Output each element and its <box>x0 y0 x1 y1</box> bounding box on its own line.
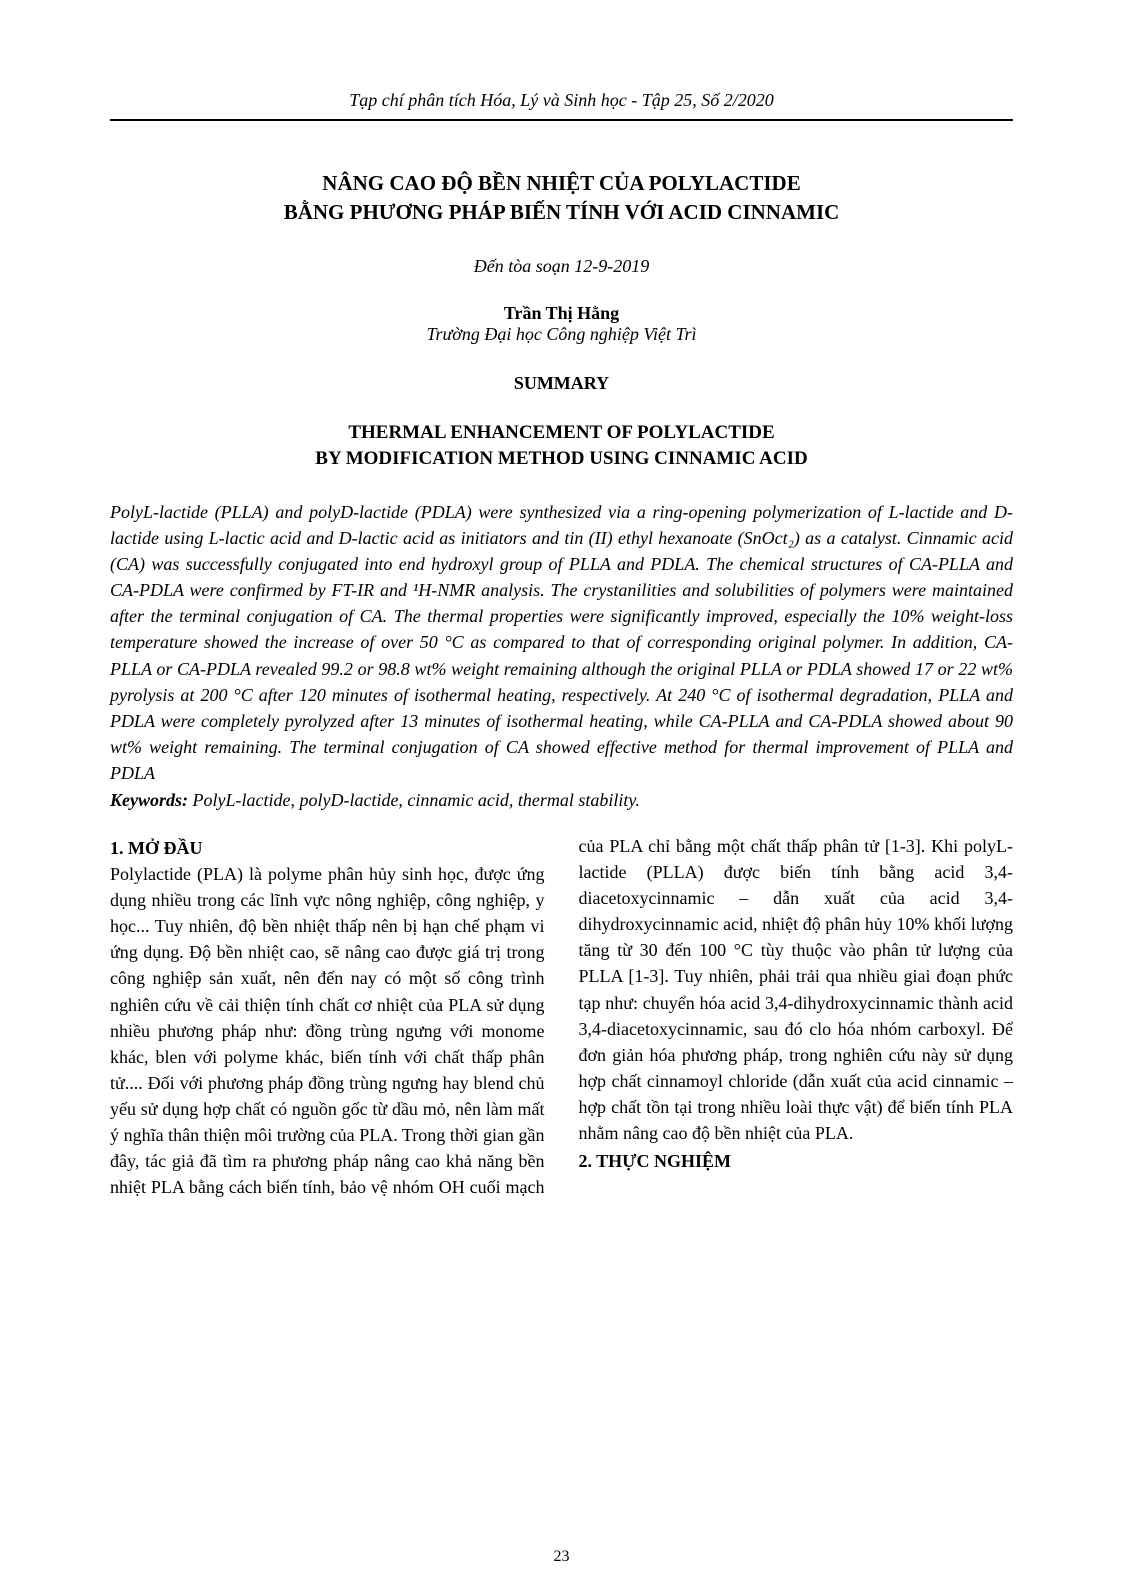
keywords-text: PolyL-lactide, polyD-lactide, cinnamic a… <box>188 790 640 810</box>
page-number: 23 <box>0 1548 1123 1566</box>
abstract-text: PolyL-lactide (PLLA) and polyD-lactide (… <box>110 499 1013 786</box>
section-1-body: Polylactide (PLA) là polyme phân hủy sin… <box>110 836 1013 1197</box>
section-1-heading: 1. MỞ ĐẦU <box>110 835 545 861</box>
author-name: Trần Thị Hằng <box>110 303 1013 324</box>
body-columns: 1. MỞ ĐẦU Polylactide (PLA) là polyme ph… <box>110 833 1013 1200</box>
title-vn-line1: NÂNG CAO ĐỘ BỀN NHIỆT CỦA POLYLACTIDE <box>110 169 1013 198</box>
journal-header: Tạp chí phân tích Hóa, Lý và Sinh học - … <box>110 90 1013 121</box>
received-date: Đến tòa soạn 12-9-2019 <box>110 256 1013 277</box>
title-en-line1: THERMAL ENHANCEMENT OF POLYLACTIDE <box>110 420 1013 447</box>
keywords-label: Keywords: <box>110 790 188 810</box>
keywords-line: Keywords: PolyL-lactide, polyD-lactide, … <box>110 790 1013 811</box>
summary-label: SUMMARY <box>110 373 1013 394</box>
title-en-line2: BY MODIFICATION METHOD USING CINNAMIC AC… <box>110 446 1013 473</box>
title-vn-line2: BẰNG PHƯƠNG PHÁP BIẾN TÍNH VỚI ACID CINN… <box>110 198 1013 227</box>
author-affiliation: Trường Đại học Công nghiệp Việt Trì <box>110 324 1013 345</box>
section-2-heading: 2. THỰC NGHIỆM <box>579 1148 1014 1174</box>
